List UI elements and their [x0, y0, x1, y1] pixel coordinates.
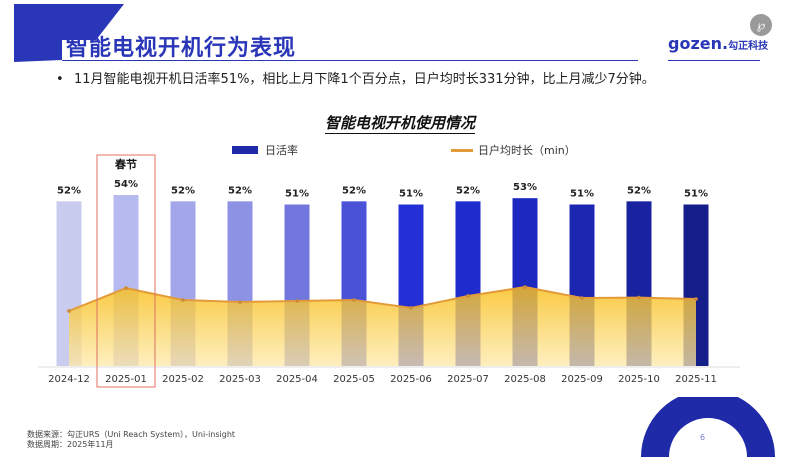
- duration-point-2025-10: [637, 295, 641, 300]
- mini-program-icon[interactable]: ℘: [750, 14, 772, 36]
- brand-logo: gozen.勾正科技: [668, 34, 768, 53]
- data-source: 数据来源：勾正URS（Uni Reach System），Uni-insight: [27, 430, 236, 439]
- x-tick-label: 2025-05: [333, 374, 375, 385]
- annotation-label: 春节: [115, 157, 137, 171]
- legend-label-dau: 日活率: [265, 144, 298, 157]
- duration-point-2025-07: [466, 294, 470, 298]
- duration-point-2025-04: [295, 299, 299, 303]
- bar-label: 52%: [171, 185, 195, 196]
- bullet-dot: •: [56, 72, 64, 87]
- x-tick-label: 2025-03: [219, 374, 261, 385]
- duration-point-2025-03: [238, 300, 242, 304]
- page-title: 智能电视开机行为表现: [66, 36, 297, 61]
- footer-notes: 数据来源：勾正URS（Uni Reach System），Uni-insight…: [27, 430, 235, 450]
- x-tick-label: 2025-09: [561, 374, 603, 385]
- duration-point-2025-11: [694, 297, 698, 301]
- bar-label: 51%: [570, 189, 594, 200]
- logo-text: gozen.: [668, 34, 729, 53]
- x-tick-label: 2024-12: [48, 374, 90, 385]
- header-corner-decoration: [14, 4, 124, 62]
- duration-point-2025-02: [181, 298, 185, 302]
- x-tick-label: 2025-02: [162, 374, 204, 385]
- logo-cn: 勾正科技: [728, 41, 769, 52]
- duration-point-2025-06: [409, 306, 413, 310]
- duration-area: [69, 287, 696, 366]
- bar-label: 52%: [228, 185, 252, 196]
- bar-label: 53%: [513, 182, 537, 193]
- bar-label: 51%: [684, 189, 708, 200]
- bar-label: 51%: [399, 189, 423, 200]
- bar-label: 52%: [342, 185, 366, 196]
- duration-point-2025-01: [124, 286, 128, 290]
- bar-label: 51%: [285, 189, 309, 200]
- summary-bullet: • 11月智能电视开机日活率51%，相比上月下降1个百分点，日户均时长331分钟，…: [56, 68, 655, 87]
- x-tick-label: 2025-07: [447, 374, 489, 385]
- bar-label: 52%: [456, 185, 480, 196]
- x-tick-label: 2025-04: [276, 374, 318, 385]
- bar-label: 52%: [627, 185, 651, 196]
- summary-text: 11月智能电视开机日活率51%，相比上月下降1个百分点，日户均时长331分钟，比…: [74, 72, 655, 87]
- legend-swatch-duration: [451, 149, 473, 152]
- x-tick-label: 2025-10: [618, 374, 660, 385]
- duration-point-2024-12: [67, 309, 71, 313]
- data-period: 数据周期：2025年11月: [27, 440, 114, 449]
- legend-swatch-dau: [232, 146, 258, 154]
- x-tick-label: 2025-11: [675, 374, 717, 385]
- page-number: 6: [700, 433, 706, 442]
- header-divider: [62, 60, 638, 61]
- x-tick-label: 2025-08: [504, 374, 546, 385]
- duration-point-2025-09: [580, 296, 584, 300]
- duration-point-2025-05: [352, 298, 356, 302]
- chart-title: 智能电视开机使用情况: [324, 114, 475, 134]
- x-tick-label: 2025-06: [390, 374, 432, 385]
- x-tick-label: 2025-01: [105, 374, 147, 385]
- highlight-box: [96, 154, 156, 388]
- duration-point-2025-08: [523, 285, 527, 289]
- chart-title-wrap: 智能电视开机使用情况: [0, 112, 800, 134]
- bar-label: 54%: [114, 179, 138, 190]
- logo-divider: [668, 60, 760, 61]
- legend-label-duration: 日户均时长（min）: [478, 144, 576, 157]
- bar-label: 52%: [57, 185, 81, 196]
- duration-line: [68, 286, 697, 312]
- page-number-arc: [641, 397, 775, 457]
